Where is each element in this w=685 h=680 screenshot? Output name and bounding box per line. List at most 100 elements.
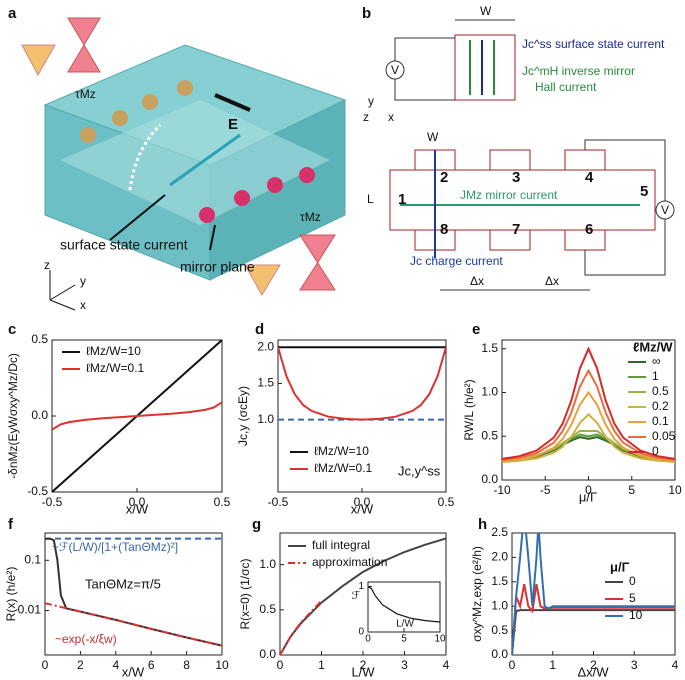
label: y — [368, 94, 374, 108]
label: 2 — [440, 169, 448, 186]
label: L — [367, 192, 374, 206]
x-axis-label: x/W — [126, 501, 149, 516]
x-tick-label: 0.5 — [214, 495, 231, 509]
x-tick-label: 6 — [148, 658, 155, 672]
x-tick-label: 8 — [183, 658, 190, 672]
legend-label: 0.2 — [652, 399, 669, 413]
sphere — [299, 167, 315, 183]
annotation: ~exp(-x/ξw) — [55, 632, 117, 646]
x-tick-label: 0 — [42, 658, 49, 672]
sphere — [199, 207, 215, 223]
panel-letter: f — [8, 516, 14, 533]
y-axis-label: R(x) (h/e²) — [4, 567, 18, 622]
y-tick-label: 1.5 — [257, 376, 274, 390]
y-tick-label: 1.0 — [259, 557, 276, 571]
contact — [489, 149, 531, 171]
series-line — [280, 537, 446, 655]
sphere — [234, 190, 250, 206]
y-tick-label: 0.5 — [491, 623, 508, 637]
x-tick-label: 2 — [590, 658, 597, 672]
x-tick-label: 10 — [668, 483, 682, 497]
label: τMz — [75, 87, 96, 101]
y-tick-label: 0.01 — [18, 603, 42, 617]
panel-letter: d — [255, 321, 264, 338]
label: Jc charge current — [410, 254, 503, 268]
x-axis-label: L/W — [351, 664, 375, 679]
x-tick-label: 10 — [434, 634, 446, 645]
y-tick-label: 0.0 — [259, 647, 276, 661]
y-axis-label: -δnMz(EyWσxy^Mz/Dc) — [6, 353, 20, 479]
sphere — [112, 110, 128, 126]
legend-label: ℓMz/W=0.1 — [86, 361, 145, 375]
y-tick-label: -0.5 — [27, 484, 48, 498]
label: 6 — [585, 221, 593, 238]
label: Hall current — [535, 80, 597, 94]
label: 7 — [512, 221, 520, 238]
legend-label: 0.05 — [652, 429, 676, 443]
label: 8 — [440, 221, 448, 238]
label: V — [391, 63, 399, 77]
contact — [564, 149, 606, 171]
x-axis-label: L/W — [396, 619, 414, 630]
legend-label: full integral — [312, 538, 370, 552]
legend-label: 0 — [629, 574, 636, 588]
label: 1 — [398, 191, 406, 208]
label: x — [80, 298, 86, 312]
y-tick-label: 1.0 — [481, 385, 498, 399]
x-tick-label: -5 — [540, 483, 551, 497]
label: 5 — [640, 183, 648, 200]
series-line — [502, 368, 675, 461]
series-line — [278, 346, 446, 421]
series-line — [512, 584, 675, 655]
panel-b: W V Jc^ss surface state current Jc^mH in… — [363, 4, 675, 291]
x-tick-label: 0.5 — [438, 495, 455, 509]
x-tick-label: 5 — [628, 483, 635, 497]
label: z — [363, 110, 369, 124]
y-tick-label: 0.0 — [31, 408, 48, 422]
series-line — [512, 533, 675, 655]
y-axis-label: RW/L (h/e²) — [462, 379, 476, 440]
series-line — [502, 346, 675, 460]
legend-label: ∞ — [652, 354, 661, 368]
x-tick-label: 0 — [277, 658, 284, 672]
panel-letter: c — [8, 321, 16, 338]
label: z — [44, 258, 50, 272]
series-line — [52, 401, 222, 431]
label: JMz mirror current — [460, 188, 558, 202]
x-tick-label: 10 — [215, 658, 229, 672]
label: Jc^mH inverse mirror — [522, 64, 635, 78]
x-tick-label: 3 — [631, 658, 638, 672]
panel-letter: g — [252, 516, 261, 533]
legend-label: 0.1 — [652, 414, 669, 428]
legend-label: 10 — [629, 608, 643, 622]
label: Jc^ss surface state current — [522, 37, 665, 51]
y-tick-label: 0.5 — [31, 332, 48, 346]
legend-label: 1 — [652, 369, 659, 383]
label: V — [661, 203, 669, 217]
y-tick-label: 1 — [358, 581, 364, 592]
legend-title: μ/Γ — [610, 559, 630, 574]
y-tick-label: 0 — [358, 627, 364, 638]
legend-label: approximation — [312, 555, 387, 569]
annotation: ~ℱ(L/W)/[1+(TanΘMz)²] — [52, 540, 178, 554]
x-axis-label: μ/Γ — [579, 489, 597, 504]
annotation: Jc,y^ss — [398, 463, 441, 478]
cone — [244, 264, 281, 296]
y-tick-label: 0.1 — [24, 552, 41, 566]
y-tick-label: 0.0 — [481, 472, 498, 486]
label: Δx — [545, 274, 559, 288]
arrow — [128, 123, 162, 191]
legend-label: 5 — [629, 591, 636, 605]
legend-label: 0 — [652, 444, 659, 458]
x-tick-label: -0.5 — [268, 495, 289, 509]
x-tick-label: 2 — [360, 658, 367, 672]
field-arrow — [214, 93, 251, 112]
label: τMz — [300, 210, 321, 224]
label: surface state current — [60, 237, 188, 253]
y-axis-label: R(x=0) (1/σc) — [238, 558, 252, 629]
series-line — [368, 585, 440, 623]
annotation: TanΘMz=π/5 — [85, 576, 161, 591]
x-tick-label: 1 — [318, 658, 325, 672]
series-line — [45, 537, 222, 647]
x-tick-label: 0 — [365, 634, 371, 645]
